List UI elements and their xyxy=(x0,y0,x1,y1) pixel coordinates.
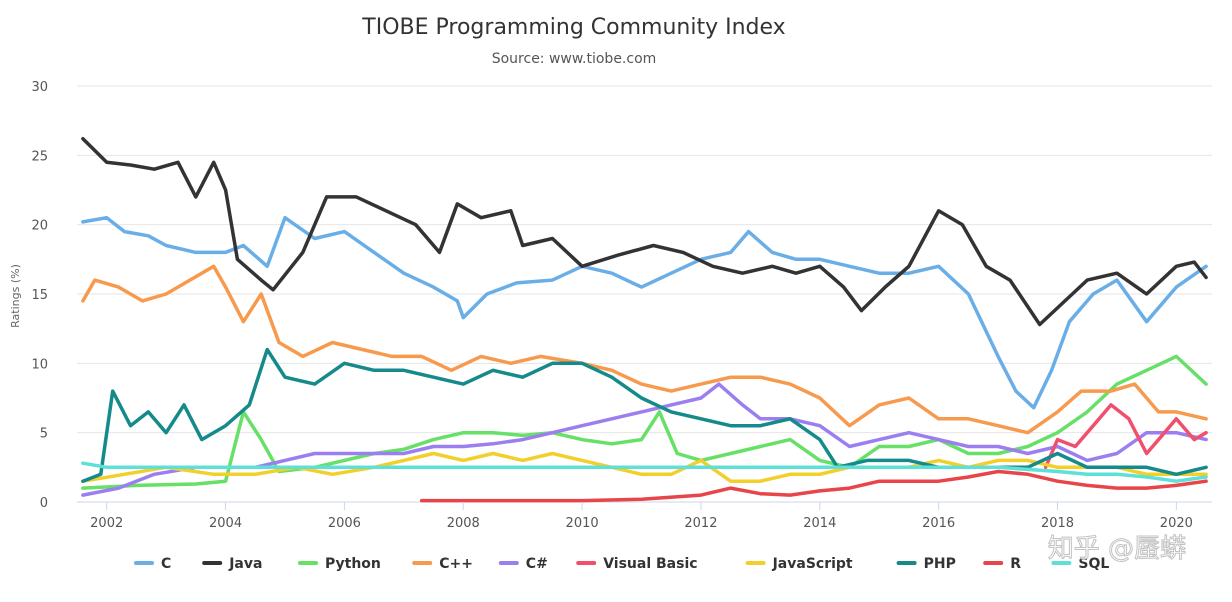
chart-title: TIOBE Programming Community Index xyxy=(361,15,785,40)
legend-label-r: R xyxy=(1010,556,1021,572)
legend-label-javascript: JavaScript xyxy=(772,556,853,572)
series-line-r xyxy=(419,469,1208,503)
chart-subtitle: Source: www.tiobe.com xyxy=(492,51,657,67)
series-line-java xyxy=(81,136,1208,327)
series-line-php xyxy=(81,347,1208,483)
x-tick-label: 2004 xyxy=(209,516,242,531)
legend-label-sql: SQL xyxy=(1078,556,1109,572)
y-tick-label: 30 xyxy=(31,80,48,95)
legend-label-visual-basic: Visual Basic xyxy=(603,556,697,572)
watermark-text: 知乎 @蜃蟒 xyxy=(1048,534,1186,564)
x-tick-label: 2012 xyxy=(684,516,717,531)
series-line-python xyxy=(81,354,1208,490)
y-tick-label: 10 xyxy=(31,357,48,372)
series-lines xyxy=(81,136,1208,503)
series-line-visual-basic xyxy=(1043,403,1208,470)
x-tick-label: 2014 xyxy=(803,516,836,531)
y-tick-label: 25 xyxy=(31,149,48,164)
y-axis-ticks: 0 5 10 15 20 25 30 xyxy=(31,80,48,511)
x-tick-label: 2020 xyxy=(1160,516,1193,531)
grid-lines xyxy=(77,85,1212,503)
x-tick-label: 2010 xyxy=(566,516,599,531)
y-tick-label: 5 xyxy=(40,427,48,442)
legend-label-c: C xyxy=(161,556,171,572)
series-line-sql xyxy=(81,461,1208,483)
x-tick-label: 2002 xyxy=(90,516,123,531)
y-tick-label: 20 xyxy=(31,219,48,234)
series-line-c xyxy=(81,264,1208,435)
y-tick-label: 0 xyxy=(40,496,48,511)
legend-label-c: C++ xyxy=(439,556,473,572)
x-tick-label: 2018 xyxy=(1041,516,1074,531)
x-tick-label: 2006 xyxy=(328,516,361,531)
x-tick-label: 2008 xyxy=(447,516,480,531)
legend-label-python: Python xyxy=(325,556,381,572)
series-line-c xyxy=(81,215,1208,410)
legend-label-php: PHP xyxy=(924,556,956,572)
legend-label-c: C# xyxy=(526,556,548,572)
y-axis-label: Ratings (%) xyxy=(9,264,22,328)
y-tick-label: 15 xyxy=(31,288,48,303)
series-line-c xyxy=(81,382,1208,497)
legend-label-java: Java xyxy=(228,556,262,572)
x-tick-label: 2016 xyxy=(922,516,955,531)
x-axis-ticks: 2002 2004 2006 2008 2010 2012 2014 2016 2018 2020 xyxy=(90,502,1193,531)
legend: C Java Python C++ C# Visual Basic JavaScript PH… xyxy=(134,556,1109,572)
